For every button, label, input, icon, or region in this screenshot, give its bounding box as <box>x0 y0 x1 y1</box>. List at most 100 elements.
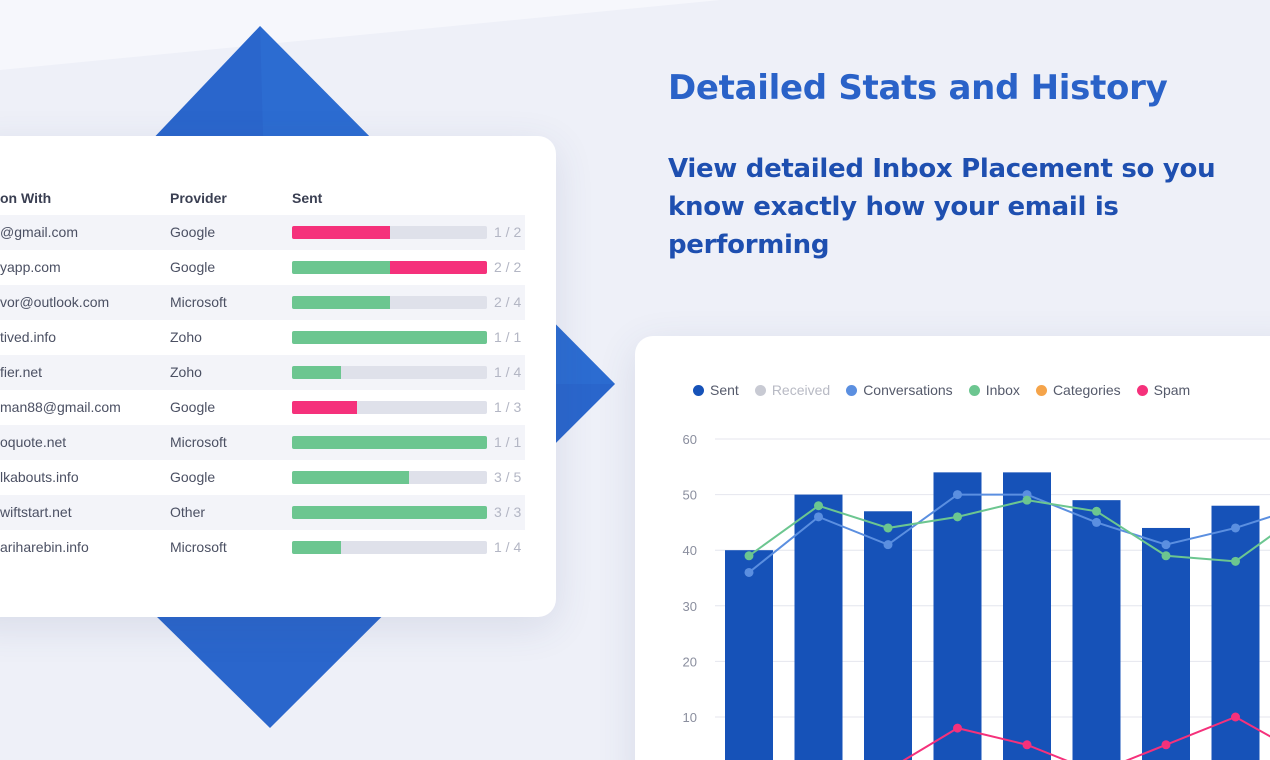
row-count: 1 / 1 <box>494 434 522 450</box>
row-provider: Google <box>170 259 216 275</box>
row-provider: Google <box>170 224 216 240</box>
y-tick-label: 10 <box>683 710 697 725</box>
inbox-point <box>744 551 754 561</box>
legend-item-received[interactable]: Received <box>754 382 831 398</box>
legend-item-conversations[interactable]: Conversations <box>846 382 953 398</box>
legend-label: Categories <box>1052 382 1121 398</box>
sent-bar <box>725 550 773 760</box>
legend-label: Received <box>771 382 831 398</box>
inbox-point <box>814 501 823 511</box>
row-email: vor@outlook.com <box>0 294 110 310</box>
inbox-point <box>1231 556 1240 566</box>
conversations-point <box>1231 523 1240 533</box>
row-count: 3 / 3 <box>494 504 522 520</box>
row-provider: Zoho <box>170 329 202 345</box>
row-count: 1 / 4 <box>494 539 522 555</box>
inbox-point <box>1161 551 1171 561</box>
inbox-point <box>1022 495 1032 505</box>
inbox-segment <box>292 541 341 554</box>
row-email: yapp.com <box>0 259 61 275</box>
table-header: on With Provider Sent <box>0 188 556 212</box>
spam-point <box>1022 740 1032 750</box>
inbox-segment <box>292 366 341 379</box>
conversations-point <box>744 567 754 577</box>
table-row[interactable]: fier.net Zoho 1 / 4 <box>0 355 525 390</box>
table-row[interactable]: tived.info Zoho 1 / 1 <box>0 320 525 355</box>
legend-label: Inbox <box>985 382 1020 398</box>
table-row[interactable]: wiftstart.net Other 3 / 3 <box>0 495 525 530</box>
sent-bar <box>794 494 843 760</box>
table-row[interactable]: oquote.net Microsoft 1 / 1 <box>0 425 525 460</box>
legend-dot-icon <box>754 384 766 396</box>
legend-label: Spam <box>1153 382 1191 398</box>
sent-progress-bar <box>292 471 487 484</box>
spam-segment <box>389 261 487 274</box>
row-email: @gmail.com <box>0 224 79 240</box>
y-tick-label: 50 <box>683 488 697 503</box>
legend-item-inbox[interactable]: Inbox <box>968 382 1020 398</box>
legend-item-sent[interactable]: Sent <box>693 382 739 398</box>
table-row[interactable]: vor@outlook.com Microsoft 2 / 4 <box>0 285 525 320</box>
row-email: oquote.net <box>0 434 67 450</box>
legend-item-spam[interactable]: Spam <box>1136 382 1191 398</box>
sent-bar <box>1003 472 1051 760</box>
sent-bar <box>1211 505 1260 760</box>
table-row[interactable]: yapp.com Google 2 / 2 <box>0 250 525 285</box>
stats-chart: Sent Received Conversations Inbox Categories… <box>635 336 1270 760</box>
inbox-segment <box>292 436 487 449</box>
header-provider: Provider <box>170 190 227 206</box>
hero-subtitle: View detailed Inbox Placement so you kno… <box>668 154 1216 260</box>
sent-progress-bar <box>292 331 487 344</box>
row-email: man88@gmail.com <box>0 399 121 415</box>
row-provider: Microsoft <box>170 539 227 555</box>
sent-bar <box>1072 500 1121 760</box>
table-row[interactable]: man88@gmail.com Google 1 / 3 <box>0 390 525 425</box>
sent-bar <box>864 511 912 760</box>
row-count: 2 / 2 <box>494 259 522 275</box>
row-email: fier.net <box>0 364 43 380</box>
conversations-point <box>953 490 962 500</box>
y-tick-label: 20 <box>683 654 697 669</box>
row-email: wiftstart.net <box>0 504 72 520</box>
spam-point <box>953 723 962 733</box>
inbox-placement-table: on With Provider Sent @gmail.com Google 1 … <box>0 136 556 617</box>
hero-title: Detailed Stats and History <box>668 68 1168 108</box>
legend-dot-icon <box>846 384 858 396</box>
inbox-segment <box>292 296 390 309</box>
table-row[interactable]: lkabouts.info Google 3 / 5 <box>0 460 525 495</box>
legend-dot-icon <box>1035 384 1047 396</box>
sent-progress-bar <box>292 436 487 449</box>
chart-plot: 10 20 30 40 50 60 <box>683 432 1270 760</box>
spam-point <box>1231 712 1240 722</box>
table-row[interactable]: @gmail.com Google 1 / 2 <box>0 215 525 250</box>
legend-label: Conversations <box>863 382 953 398</box>
inbox-segment <box>292 261 390 274</box>
row-count: 3 / 5 <box>494 469 522 485</box>
legend-item-categories[interactable]: Categories <box>1035 382 1121 398</box>
legend-label: Sent <box>710 382 739 398</box>
spam-segment <box>292 401 357 414</box>
sent-progress-bar <box>292 261 487 274</box>
row-provider: Microsoft <box>170 434 227 450</box>
row-email: tived.info <box>0 329 57 345</box>
header-sent: Sent <box>292 190 323 206</box>
spam-point <box>1161 740 1171 750</box>
table-row[interactable]: ariharebin.info Microsoft 1 / 4 <box>0 530 525 565</box>
conversations-point <box>1092 517 1101 527</box>
y-tick-label: 40 <box>683 543 697 558</box>
conversations-point <box>1161 540 1171 550</box>
conversations-point <box>883 540 893 550</box>
chart-legend: Sent Received Conversations Inbox Categories… <box>693 382 1190 398</box>
sent-bar <box>1142 527 1190 760</box>
row-email: lkabouts.info <box>0 469 79 485</box>
row-count: 1 / 3 <box>494 399 522 415</box>
row-provider: Zoho <box>170 364 202 380</box>
inbox-segment <box>292 471 409 484</box>
row-count: 1 / 4 <box>494 364 522 380</box>
inbox-segment <box>292 331 487 344</box>
inbox-point <box>953 512 962 522</box>
sent-progress-bar <box>292 541 487 554</box>
conversations-point <box>814 512 823 522</box>
spam-segment <box>292 226 390 239</box>
sent-progress-bar <box>292 366 487 379</box>
